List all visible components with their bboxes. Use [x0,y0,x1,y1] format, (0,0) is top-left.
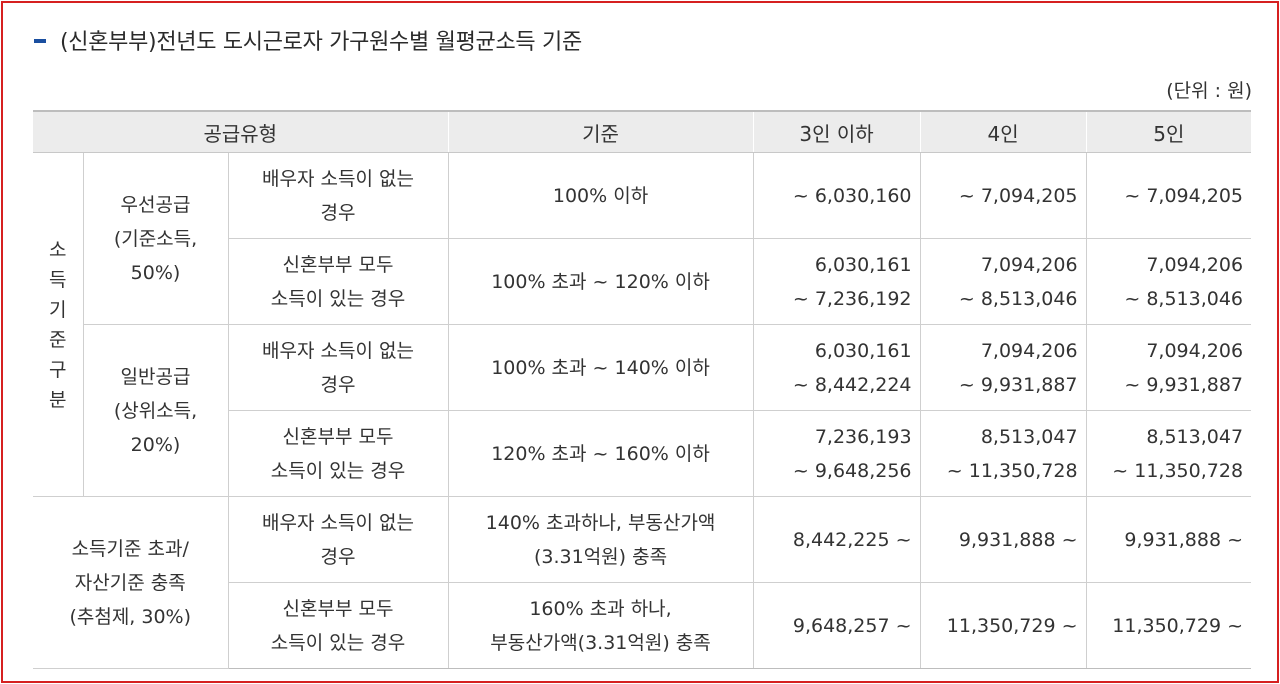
value-5-persons: 11,350,729 ~ [1085,582,1252,669]
case-cell: 배우자 소득이 없는 경우 [227,324,449,411]
case-cell: 신혼부부 모두 소득이 있는 경우 [228,582,449,669]
case-cell: 신혼부부 모두 소득이 있는 경우 [228,410,449,497]
table-row: 소득기준 초과/ 자산기준 충족 (추첨제, 30%) 배우자 소득이 없는 경우… [33,496,1252,669]
value-4-persons: ~ 7,094,205 [919,152,1087,239]
header-supply-type: 공급유형 [33,110,449,153]
group-general-supply: 일반공급 (상위소득, 20%) [83,324,229,497]
income-basis-label: 소 득 기 준 구 분 [33,152,84,497]
value-4-persons: 7,094,206 ~ 8,513,046 [919,238,1087,325]
section-title: (신혼부부)전년도 도시근로자 가구원수별 월평균소득 기준 [34,24,582,56]
table-row: 신혼부부 모두 소득이 있는 경우 120% 초과 ~ 160% 이하 7,236… [33,410,1252,497]
value-3-persons: ~ 6,030,160 [752,152,921,239]
value-3-persons: 8,442,225 ~ [752,496,921,583]
value-3-persons: 6,030,161 ~ 7,236,192 [752,238,921,325]
criteria-cell: 120% 초과 ~ 160% 이하 [447,410,754,497]
table-header-row: 공급유형 기준 3인 이하 4인 5인 [33,110,1252,153]
table-row: 일반공급 (상위소득, 20%) 배우자 소득이 없는 경우 100% 초과 ~ … [33,324,1252,497]
value-4-persons: 7,094,206 ~ 9,931,887 [919,324,1087,411]
vertical-char: 득 [49,268,67,291]
value-5-persons: ~ 7,094,205 [1085,152,1252,239]
case-cell: 신혼부부 모두 소득이 있는 경우 [228,238,449,325]
group-priority-supply: 우선공급 (기준소득, 50%) [82,152,229,325]
case-cell: 배우자 소득이 없는 경우 [227,496,449,583]
value-3-persons: 6,030,161 ~ 8,442,224 [752,324,921,411]
table-row: 신혼부부 모두 소득이 있는 경우 160% 초과 하나, 부동산가액(3.31억원… [33,582,1252,669]
value-3-persons: 7,236,193 ~ 9,648,256 [752,410,921,497]
criteria-cell: 100% 초과 ~ 120% 이하 [447,238,754,325]
header-4-persons: 4인 [919,110,1087,153]
case-cell: 배우자 소득이 없는 경우 [227,152,449,239]
value-5-persons: 7,094,206 ~ 9,931,887 [1085,324,1252,411]
criteria-cell: 100% 초과 ~ 140% 이하 [447,324,754,411]
table-row: 신혼부부 모두 소득이 있는 경우 100% 초과 ~ 120% 이하 6,030… [33,238,1252,325]
criteria-cell: 100% 이하 [447,152,754,239]
title-bullet-icon [34,39,46,43]
value-5-persons: 8,513,047 ~ 11,350,728 [1085,410,1252,497]
value-3-persons: 9,648,257 ~ [752,582,921,669]
value-4-persons: 9,931,888 ~ [919,496,1087,583]
table-row: 소 득 기 준 구 분 우선공급 (기준소득, 50%) 배우자 소득이 없는 경… [33,152,1252,497]
vertical-char: 기 [49,298,67,321]
value-5-persons: 9,931,888 ~ [1085,496,1252,583]
unit-label: (단위 : 원) [1166,80,1252,102]
vertical-char: 분 [49,388,67,411]
value-4-persons: 8,513,047 ~ 11,350,728 [919,410,1087,497]
income-criteria-table: 공급유형 기준 3인 이하 4인 5인 소 득 기 준 구 분 우선공급 (기준… [33,110,1252,669]
criteria-cell: 140% 초과하나, 부동산가액 (3.31억원) 충족 [447,496,754,583]
vertical-char: 구 [49,358,67,381]
group-lottery-supply: 소득기준 초과/ 자산기준 충족 (추첨제, 30%) [33,496,229,669]
page-title: (신혼부부)전년도 도시근로자 가구원수별 월평균소득 기준 [60,30,582,55]
value-4-persons: 11,350,729 ~ [919,582,1087,669]
header-3-persons: 3인 이하 [752,110,921,153]
header-criteria: 기준 [447,110,754,153]
value-5-persons: 7,094,206 ~ 8,513,046 [1085,238,1252,325]
criteria-cell: 160% 초과 하나, 부동산가액(3.31억원) 충족 [447,582,754,669]
header-5-persons: 5인 [1085,110,1252,153]
vertical-char: 준 [49,328,67,351]
vertical-char: 소 [49,238,67,261]
